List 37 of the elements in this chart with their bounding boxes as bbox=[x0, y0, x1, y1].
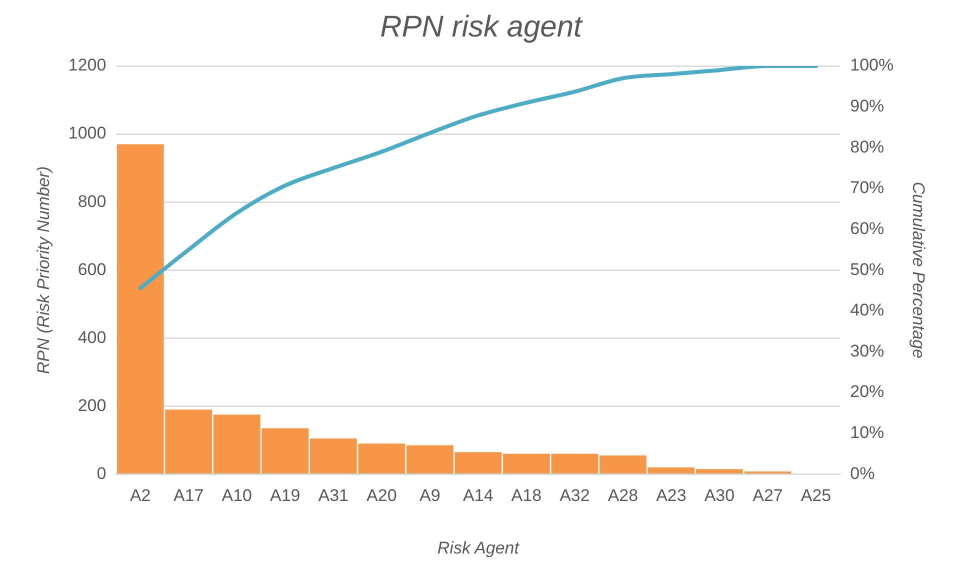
x-tick-label: A20 bbox=[366, 486, 397, 506]
x-tick-label: A32 bbox=[560, 486, 590, 506]
y-tick-label: 600 bbox=[78, 260, 106, 279]
x-tick-label: A28 bbox=[608, 486, 638, 506]
y-tick-label: 1200 bbox=[68, 56, 106, 75]
y2-tick-label: 80% bbox=[850, 137, 884, 156]
y2-tick-label: 0% bbox=[850, 464, 875, 483]
y2-tick-label: 10% bbox=[850, 423, 884, 442]
x-tick-label: A2 bbox=[130, 486, 151, 506]
y2-tick-label: 30% bbox=[850, 341, 884, 360]
y2-axis-title: Cumulative Percentage bbox=[909, 182, 928, 358]
x-tick-label: A14 bbox=[463, 486, 494, 506]
y-tick-label: 1000 bbox=[68, 124, 106, 143]
y2-tick-label: 20% bbox=[850, 382, 884, 402]
y2-tick-label: 70% bbox=[850, 178, 884, 198]
y-tick-label: 800 bbox=[78, 192, 106, 211]
x-tick-label: A10 bbox=[222, 486, 252, 506]
y2-tick-label: 50% bbox=[850, 260, 884, 279]
x-tick-label: A25 bbox=[800, 486, 832, 506]
x-tick-label: A18 bbox=[511, 486, 542, 506]
x-tick-label: A27 bbox=[752, 486, 783, 506]
chart-title: RPN risk agent bbox=[380, 10, 584, 44]
y-tick-label: 200 bbox=[78, 396, 106, 415]
x-tick-label: A19 bbox=[270, 486, 300, 506]
y-tick-label: 0 bbox=[96, 464, 106, 483]
x-tick-label: A31 bbox=[318, 486, 349, 506]
x-axis-title: Risk Agent bbox=[437, 538, 520, 558]
y2-tick-label: 90% bbox=[850, 96, 884, 116]
y-axis-title: RPN (Risk Priority Number) bbox=[34, 166, 53, 374]
x-tick-label: A23 bbox=[656, 486, 686, 506]
x-tick-label: A9 bbox=[420, 486, 440, 506]
x-tick-label: A17 bbox=[173, 486, 204, 506]
y2-tick-label: 40% bbox=[850, 300, 884, 320]
y2-tick-label: 100% bbox=[850, 56, 894, 75]
y-tick-label: 400 bbox=[78, 328, 106, 347]
x-tick-label: A30 bbox=[704, 486, 735, 506]
y2-tick-label: 60% bbox=[850, 218, 884, 238]
